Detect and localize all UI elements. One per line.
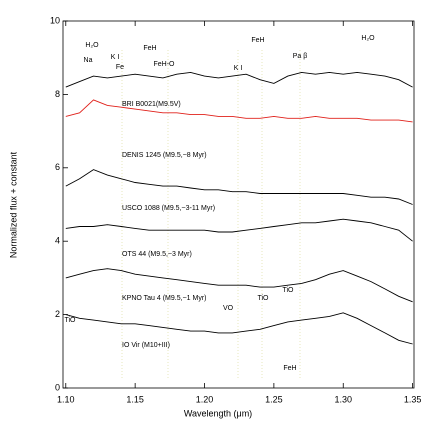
annotation: H₂O: [85, 42, 99, 49]
series-label: IO Vir (M10+III): [122, 342, 170, 349]
spectrum-line: [65, 268, 413, 303]
series-label: BRI B0021(M9.5V): [122, 101, 181, 108]
annotation: TiO: [64, 317, 76, 324]
annotation: FeH: [283, 365, 296, 372]
annotation: Pa β: [293, 53, 308, 60]
x-tick-label: 1.35: [404, 394, 422, 404]
series-label: USCO 1088 (M9.5,~3-11 Myr): [122, 205, 215, 212]
y-tick-label: 6: [55, 162, 60, 172]
y-tick-label: 0: [55, 382, 60, 392]
annotation: FeH-O: [154, 61, 176, 68]
spectrum-line: [65, 312, 413, 345]
x-axis-label: Wavelength (μm): [184, 408, 252, 418]
spectrum-line: [65, 71, 413, 88]
annotation: Fe: [116, 64, 124, 71]
x-tick-label: 1.20: [196, 394, 214, 404]
y-tick-label: 10: [50, 15, 60, 25]
annotation: TiO: [257, 295, 269, 302]
annotation: K I: [234, 65, 243, 72]
annotation: FeH: [143, 45, 156, 52]
spectrum-line: [65, 169, 413, 205]
y-tick-label: 8: [55, 89, 60, 99]
x-tick-label: 1.30: [334, 394, 352, 404]
x-tick-label: 1.15: [126, 394, 144, 404]
series-label: DENIS 1245 (M9.5,~8 Myr): [122, 152, 207, 159]
x-tick-label: 1.10: [57, 394, 75, 404]
feature-lines: [121, 50, 301, 380]
annotation: H₂O: [361, 35, 375, 42]
y-tick-label: 4: [55, 236, 60, 246]
annotation: FeH: [251, 37, 264, 44]
annotation: Na: [84, 57, 93, 64]
plot-frame: [62, 20, 415, 389]
annotation: VO: [223, 305, 234, 312]
x-tick-label: 1.25: [265, 394, 283, 404]
annotation: K I: [111, 54, 120, 61]
spectrum-line: [65, 99, 413, 123]
spectrum-line: [65, 218, 413, 242]
y-tick-label: 2: [55, 309, 60, 319]
y-axis-label: Normalized flux + constant: [8, 151, 18, 258]
series-label: KPNO Tau 4 (M9.5,~1 Myr): [122, 295, 206, 302]
series-label: OTS 44 (M9.5,~3 Myr): [122, 251, 192, 258]
annotation: TiO: [282, 287, 294, 294]
